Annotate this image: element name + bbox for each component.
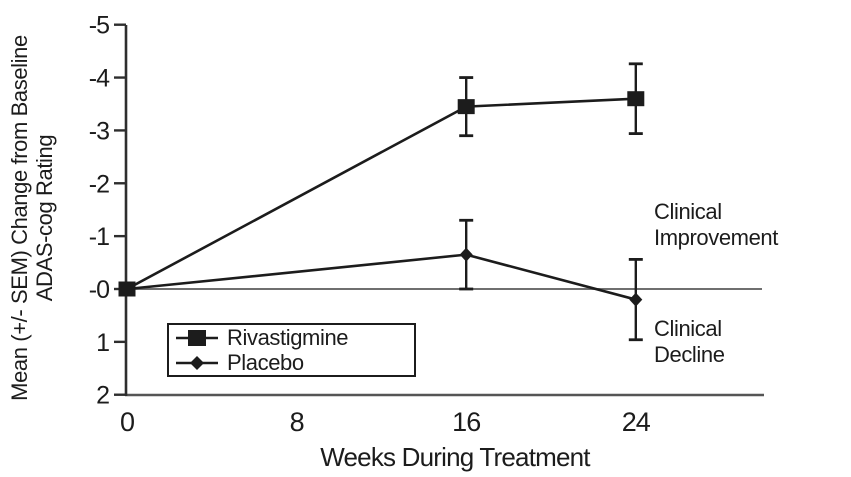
y-tick-label: -0: [89, 276, 109, 304]
y-tick-label: -2: [89, 170, 109, 198]
y-tick-label: 1: [96, 329, 109, 357]
legend-marker-diamond-icon: [176, 355, 218, 370]
x-tick-label: 8: [290, 407, 304, 437]
y-tick-label: -1: [89, 223, 109, 251]
legend: Rivastigmine Placebo: [167, 323, 416, 377]
legend-label-rivastigmine: Rivastigmine: [227, 324, 349, 350]
annotation-clinical-improvement: Clinical Improvement: [654, 199, 778, 251]
y-tick-label: 2: [96, 382, 109, 410]
legend-label-placebo: Placebo: [227, 349, 304, 375]
marker-diamond: [629, 292, 643, 307]
y-axis-title-line1: Mean (+/- SEM) Change from Baseline: [7, 35, 32, 401]
annotation-clinical-decline: Clinical Decline: [654, 316, 725, 368]
annotation-line: Improvement: [654, 225, 778, 250]
y-tick-label: -5: [89, 12, 109, 40]
annotation-line: Decline: [654, 342, 725, 367]
y-axis-title: Mean (+/- SEM) Change from Baseline ADAS…: [7, 8, 59, 428]
marker-diamond: [120, 282, 134, 296]
series-line-rivastigmine: [126, 97, 636, 291]
y-tick-label: -4: [89, 65, 110, 93]
legend-item-rivastigmine: Rivastigmine: [174, 325, 414, 350]
marker-diamond: [459, 247, 473, 262]
y-tick-label: -3: [89, 117, 109, 145]
x-tick-label: 24: [622, 407, 651, 437]
marker-square: [627, 91, 645, 107]
x-tick-label: 16: [452, 407, 480, 437]
annotation-line: Clinical: [654, 316, 722, 341]
annotation-line: Clinical: [654, 199, 722, 224]
legend-marker-square-icon: [176, 329, 218, 346]
series-line-placebo: [126, 253, 637, 301]
x-tick-label: 0: [120, 407, 134, 437]
legend-item-placebo: Placebo: [174, 350, 414, 375]
marker-square: [457, 99, 475, 115]
y-axis-title-line2: ADAS-cog Rating: [32, 134, 57, 302]
x-axis-title: Weeks During Treatment: [320, 442, 590, 472]
